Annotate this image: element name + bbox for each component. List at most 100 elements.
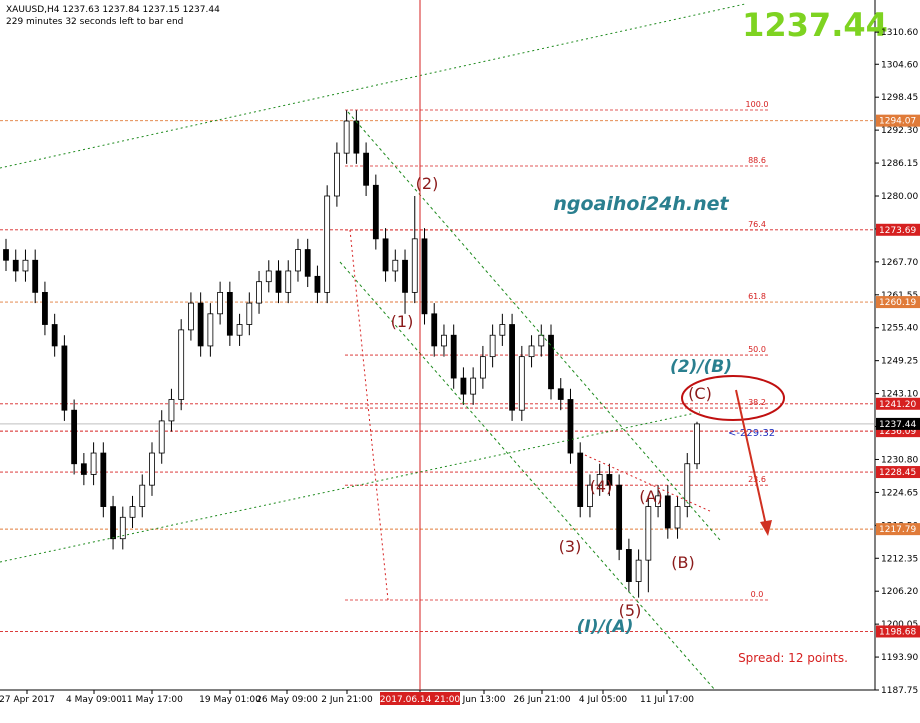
candle-body: [32, 259, 39, 293]
candle-body: [168, 399, 175, 422]
price-level-label: 1273.69: [879, 226, 916, 236]
y-tick-label: 1193.90: [881, 653, 918, 663]
candle-body: [149, 452, 155, 486]
candle-body: [411, 238, 418, 293]
candle-body: [90, 452, 97, 475]
bar-timer: 229 minutes 32 seconds left to bar end: [6, 17, 183, 27]
candle-body: [460, 377, 467, 395]
candle-body: [12, 259, 19, 272]
price-level-box: [876, 296, 920, 309]
candle-body: [119, 516, 126, 540]
y-tick-label: 1255.40: [881, 324, 918, 334]
price-level-label: 1260.19: [879, 298, 916, 308]
wave-label: (2)/(B): [670, 357, 732, 377]
candle-body: [129, 506, 136, 518]
price-level-box: [876, 397, 920, 410]
y-tick-label: 1267.70: [881, 258, 918, 268]
candle-body: [285, 270, 292, 293]
candle-body: [246, 302, 253, 325]
arrow: [735, 389, 768, 531]
fib-label: 88.6: [748, 156, 766, 165]
candle-body: [51, 324, 58, 347]
candle-body: [441, 334, 447, 347]
current-price-label: 1237.44: [879, 420, 916, 430]
candle-body: [314, 275, 321, 293]
candle-body: [479, 356, 486, 379]
price-level-label: 1198.68: [879, 627, 916, 637]
candle-body: [587, 484, 593, 507]
candle-body: [226, 291, 233, 336]
y-tick-label: 1212.35: [881, 554, 918, 564]
y-tick-label: 1206.20: [881, 587, 918, 597]
candle-body: [402, 259, 408, 293]
candle-body: [100, 452, 107, 507]
fib-label: 0.0: [751, 590, 764, 599]
candle-body: [275, 270, 282, 293]
candle-body: [334, 152, 340, 197]
wave-label: (4): [590, 477, 613, 496]
candle-body: [596, 474, 603, 486]
candle-body: [139, 484, 146, 507]
candle-body: [207, 313, 214, 347]
y-tick-label: 1249.25: [881, 357, 918, 367]
candle-body: [217, 291, 224, 315]
candle-body: [664, 495, 671, 529]
candle-body: [655, 495, 661, 507]
y-tick-label: 1280.00: [881, 192, 918, 202]
price-level-box: [876, 223, 920, 236]
candle-body: [674, 506, 681, 529]
candle-body: [42, 291, 48, 325]
drawings: [0, 0, 785, 691]
y-tick-label: 1310.60: [881, 28, 918, 38]
y-tick-label: 1298.45: [881, 93, 918, 103]
price-level-label: 1217.79: [879, 525, 916, 535]
y-tick-label: 1243.10: [881, 390, 918, 400]
y-tick-label: 1224.65: [881, 488, 918, 498]
candle-body: [188, 302, 194, 331]
candle-body: [22, 259, 29, 272]
candle-body: [625, 549, 632, 582]
fib-label: 100.0: [746, 100, 769, 109]
x-tick-label: 26 May 09:00: [256, 695, 318, 705]
channel-line: [0, 411, 701, 563]
wave-label: (A): [639, 487, 662, 506]
x-label-highlight: [380, 692, 460, 705]
x-tick-label: 4 Jul 05:00: [579, 695, 628, 705]
price-level-box: [876, 114, 920, 127]
countdown: <-229:32: [728, 428, 775, 439]
x-tick-label: 19 May 01:00: [199, 695, 261, 705]
wave-label: (B): [671, 553, 694, 572]
price-level-label: 1241.20: [879, 400, 916, 410]
y-tick-label: 1261.55: [881, 291, 918, 301]
trend-line: [584, 454, 713, 513]
candle-body: [694, 423, 700, 465]
candle-body: [421, 238, 428, 315]
candle-body: [110, 506, 116, 540]
y-tick-label: 1292.30: [881, 126, 918, 136]
price-level-label: 1294.07: [879, 117, 916, 127]
candle-body: [392, 259, 399, 272]
x-tick-label: 11 May 17:00: [121, 695, 183, 705]
channel-line: [0, 3, 746, 169]
candle-body: [450, 334, 457, 379]
candle-body: [645, 506, 652, 561]
candle-body: [684, 463, 691, 507]
fib-label: 76.4: [748, 220, 766, 229]
candle-body: [528, 345, 535, 358]
current-price-box: [876, 417, 920, 430]
candle-body: [3, 249, 9, 261]
candle-body: [509, 324, 515, 411]
candle-body: [518, 356, 525, 411]
y-tick-label: 1304.60: [881, 60, 918, 70]
channel-line: [339, 261, 716, 691]
price-level-box: [876, 625, 920, 638]
candle-body: [61, 345, 68, 411]
candle-body: [265, 270, 272, 283]
candle-body: [635, 559, 642, 582]
channel-line: [347, 111, 721, 541]
candle-body: [80, 463, 87, 475]
candle-body: [577, 452, 584, 507]
wave-label: (C): [688, 384, 712, 403]
